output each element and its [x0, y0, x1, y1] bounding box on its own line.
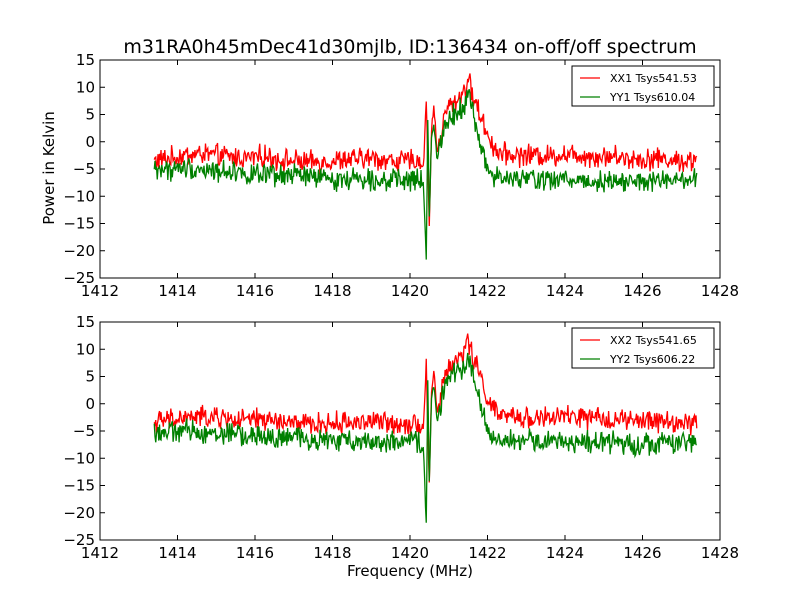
legend-box	[571, 65, 715, 107]
x-tick-label: 1414	[158, 282, 196, 300]
y-tick-label: 10	[76, 340, 95, 358]
y-tick-label: 0	[85, 395, 95, 413]
legend-label: XX2 Tsys541.65	[610, 334, 697, 347]
figure-title: m31RA0h45mDec41d30mjlb, ID:136434 on-off…	[123, 36, 696, 58]
y-tick-label: −15	[63, 477, 95, 495]
series-line-yy2	[153, 352, 697, 523]
y-tick-label: 5	[85, 106, 95, 124]
series-group	[153, 73, 698, 260]
x-tick-label: 1418	[313, 282, 351, 300]
y-tick-label: −5	[73, 422, 95, 440]
top-panel: 1412 1414 1416 1418 1420 1422 1424 1426 1428 −25 −…	[63, 51, 739, 300]
y-tick-label: 0	[85, 133, 95, 151]
x-tick-label: 1422	[468, 282, 506, 300]
x-tick-label: 1420	[391, 282, 429, 300]
x-tick-label: 1422	[468, 544, 506, 562]
x-tick-label: 1414	[158, 544, 196, 562]
x-tick-label: 1424	[546, 282, 584, 300]
series-line-xx2	[153, 333, 698, 483]
bottom-panel: 1412 1414 1416 1418 1420 1422 1424 1426 1428 −25 −…	[63, 313, 739, 562]
legend-box	[571, 327, 715, 369]
y-tick-label: −15	[63, 215, 95, 233]
y-tick-label: −20	[63, 504, 95, 522]
series-group	[153, 333, 698, 523]
y-tick-label: −25	[63, 531, 95, 549]
legend-label: YY1 Tsys610.04	[609, 91, 695, 104]
x-tick-label: 1412	[81, 282, 119, 300]
y-tick-label: −20	[63, 242, 95, 260]
y-tick-label: 10	[76, 78, 95, 96]
legend: XX2 Tsys541.65 YY2 Tsys606.22	[571, 327, 715, 369]
series-line-xx1	[153, 73, 698, 227]
x-tick-label: 1416	[236, 544, 274, 562]
y-tick-label: −5	[73, 160, 95, 178]
x-tick-label: 1420	[391, 544, 429, 562]
y-tick-label: 15	[76, 51, 95, 69]
series-line-yy1	[153, 89, 698, 260]
y-tick-label: −10	[63, 449, 95, 467]
x-tick-label: 1426	[623, 282, 661, 300]
x-tick-label: 1428	[701, 544, 739, 562]
y-tick-label: 5	[85, 368, 95, 386]
legend-label: YY2 Tsys606.22	[609, 353, 695, 366]
x-tick-label: 1426	[623, 544, 661, 562]
y-tick-label: −10	[63, 187, 95, 205]
y-tick-label: −25	[63, 269, 95, 287]
x-tick-label: 1424	[546, 544, 584, 562]
y-tick-label: 15	[76, 313, 95, 331]
x-tick-label: 1416	[236, 282, 274, 300]
legend: XX1 Tsys541.53 YY1 Tsys610.04	[571, 65, 715, 107]
x-tick-label: 1412	[81, 544, 119, 562]
y-axis-label: Power in Kelvin	[40, 111, 58, 225]
x-tick-label: 1428	[701, 282, 739, 300]
x-axis-label: Frequency (MHz)	[347, 562, 473, 580]
x-tick-label: 1418	[313, 544, 351, 562]
legend-label: XX1 Tsys541.53	[610, 72, 697, 85]
